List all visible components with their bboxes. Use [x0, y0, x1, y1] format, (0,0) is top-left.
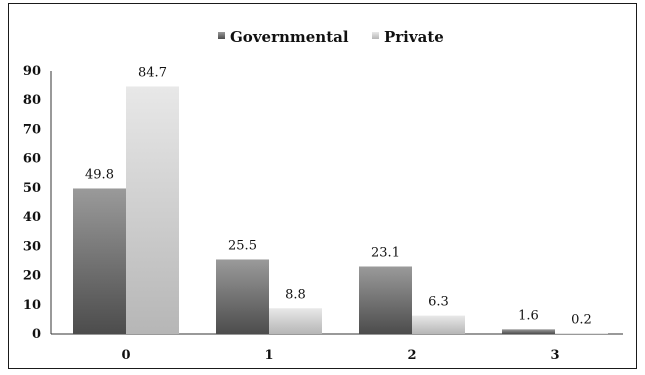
y-axis-ticks: 0 10 20 30 40 50 60 70 80 90 — [23, 64, 41, 342]
bar-private-2 — [412, 315, 465, 334]
y-tick-label: 0 — [32, 327, 41, 342]
bar-governmental-3 — [502, 329, 555, 334]
y-tick-label: 60 — [23, 152, 41, 167]
bar-chart: Governmental Private 0102030405060708090… — [23, 28, 623, 363]
data-label-private-2: 6.3 — [428, 295, 449, 310]
y-tick-label: 50 — [23, 181, 41, 196]
data-label-private-1: 8.8 — [285, 287, 306, 302]
x-tick-label: 3 — [550, 348, 559, 363]
bar-governmental-2 — [359, 266, 412, 334]
y-tick-label: 30 — [23, 239, 41, 254]
x-tick-label: 0 — [121, 348, 130, 363]
chart-legend: Governmental Private — [218, 28, 444, 46]
data-label-governmental-0: 49.8 — [85, 167, 114, 182]
bar-private-0 — [126, 86, 179, 334]
y-tick-label: 10 — [23, 298, 41, 313]
data-label-private-3: 0.2 — [571, 312, 592, 327]
data-label-governmental-3: 1.6 — [518, 308, 539, 323]
y-tick-label: 40 — [23, 210, 41, 225]
legend-label-private: Private — [384, 28, 444, 46]
bars-group — [73, 86, 608, 334]
y-tick-label: 90 — [23, 64, 41, 79]
legend-swatch-governmental — [218, 32, 225, 39]
y-tick-label: 20 — [23, 269, 41, 284]
bar-private-1 — [269, 308, 322, 334]
chart-frame: Governmental Private 0 10 20 30 40 50 60 70 80 90… — [8, 3, 637, 369]
y-tick-label: 70 — [23, 122, 41, 137]
legend-swatch-private — [372, 32, 379, 39]
x-axis-ticks: 0 1 2 3 — [121, 348, 559, 363]
data-label-governmental-1: 25.5 — [228, 238, 257, 253]
data-label-private-0: 84.7 — [138, 65, 167, 80]
data-labels-group: 49.8 84.7 25.5 8.8 23.1 6.3 1.6 0.2 — [85, 65, 592, 327]
bar-private-3 — [555, 333, 608, 334]
bar-governmental-0 — [73, 188, 126, 334]
y-tick-label: 80 — [23, 93, 41, 108]
x-tick-label: 2 — [407, 348, 416, 363]
x-tick-label: 1 — [264, 348, 273, 363]
legend-label-governmental: Governmental — [230, 28, 349, 46]
data-label-governmental-2: 23.1 — [371, 245, 400, 260]
bar-governmental-1 — [216, 259, 269, 334]
